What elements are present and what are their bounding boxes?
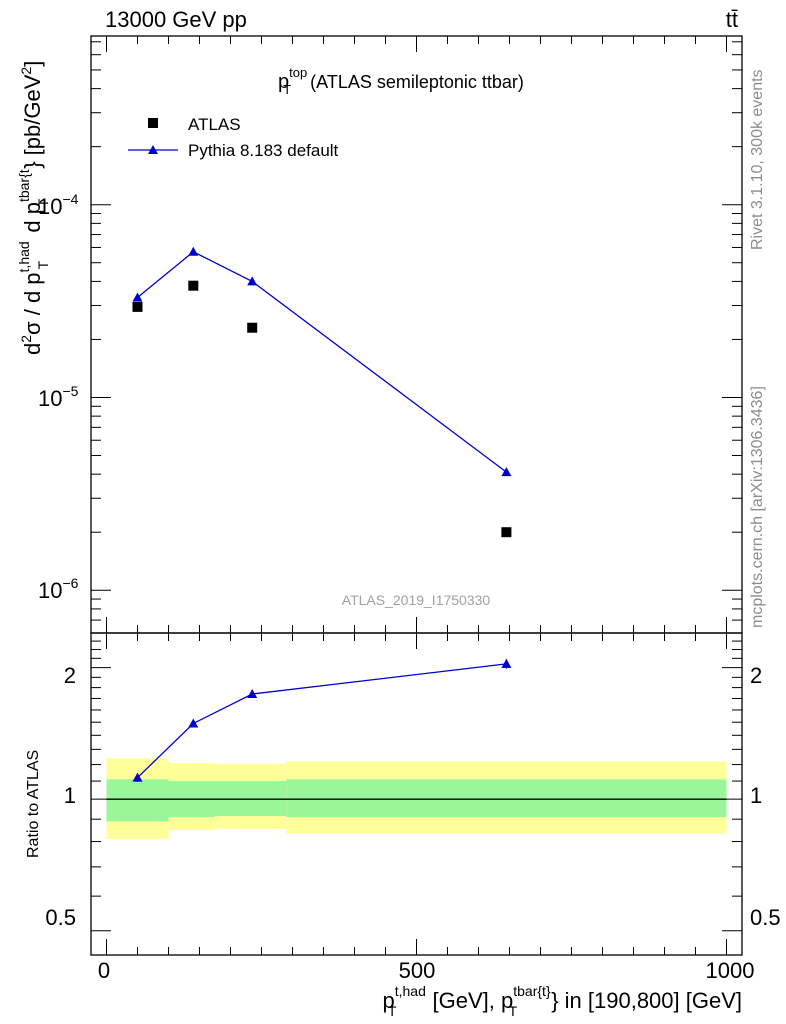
ratio-y-tick-label-2-right: 2 (750, 663, 762, 688)
atlas-point (247, 322, 258, 333)
ratio-y-axis-label: Ratio to ATLAS (25, 750, 42, 858)
ratio-point (247, 689, 258, 699)
analysis-watermark: ATLAS_2019_I1750330 (342, 592, 491, 608)
pythia-point (247, 276, 258, 286)
rivet-label: Rivet 3.1.10, 300k events (749, 69, 766, 250)
ratio-y-tick-label-1-left: 1 (64, 783, 76, 808)
legend-marker-pythia (148, 145, 158, 154)
x-tick-label-0: 0 (98, 958, 110, 983)
legend: ATLAS Pythia 8.183 default (128, 115, 339, 160)
energy-label: 13000 GeV pp (105, 7, 247, 32)
process-label: tt̄ (726, 7, 738, 32)
pythia-point (188, 246, 199, 256)
x-tick-label-500: 500 (399, 958, 436, 983)
ratio-y-tick-label-2-left: 2 (64, 663, 76, 688)
atlas-point (188, 280, 199, 291)
pythia-point (501, 467, 512, 477)
y-tick-label-1e-4: 10−4 (38, 191, 79, 219)
ratio-y-tick-label-0.5-right: 0.5 (750, 905, 781, 930)
main-y-tick-labels: 10−4 10−5 10−6 (38, 191, 79, 603)
ratio-y-tick-label-1-right: 1 (750, 783, 762, 808)
ratio-point (132, 772, 143, 782)
ratio-point (188, 718, 199, 728)
x-tick-label-1000: 1000 (706, 958, 755, 983)
main-panel (90, 35, 743, 634)
y-tick-label-1e-6: 10−6 (38, 575, 79, 603)
pythia-line (137, 250, 507, 473)
legend-label-pythia: Pythia 8.183 default (188, 141, 339, 160)
atlas-point (501, 527, 512, 538)
x-axis-label: pt,had T [GeV], ptbar{t} T} in [190,800] [… (382, 983, 742, 1019)
legend-label-atlas: ATLAS (188, 115, 241, 134)
plot-title: ptop T (ATLAS semileptonic ttbar) (278, 65, 524, 97)
ratio-line (137, 663, 507, 779)
ratio-band-green (286, 779, 727, 818)
ratio-y-tick-label-0.5-left: 0.5 (45, 905, 76, 930)
ratio-panel (90, 632, 743, 956)
main-y-axis-label: d2σ / d pt,had T d ptbar{tT} [pb/GeV2] (16, 61, 51, 355)
atlas-point (132, 301, 143, 312)
ratio-point (501, 658, 512, 668)
legend-marker-atlas (148, 118, 158, 128)
pythia-point (132, 292, 143, 302)
y-tick-label-1e-5: 10−5 (38, 383, 79, 411)
ratio-band-green (106, 779, 169, 822)
source-label: mcplots.cern.ch [arXiv:1306.3436] (749, 386, 766, 628)
